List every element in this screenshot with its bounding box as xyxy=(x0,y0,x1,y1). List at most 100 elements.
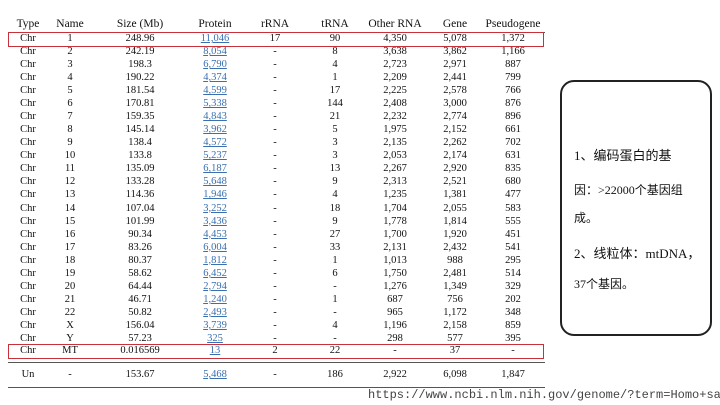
table-cell: Chr xyxy=(20,176,36,188)
table-cell: 80.37 xyxy=(128,254,152,266)
note-line: 37个基因。 xyxy=(574,277,635,291)
table-cell: 19 xyxy=(64,267,76,279)
table-cell: 12 xyxy=(64,176,76,188)
table-cell: 138.4 xyxy=(128,137,152,149)
table-cell: 5 xyxy=(332,124,338,136)
table-cell: 1,975 xyxy=(383,124,407,136)
table-cell: 133.8 xyxy=(128,150,152,162)
table-cell: 4 xyxy=(332,189,338,201)
table-cell: 21 xyxy=(329,111,341,123)
table-cell: 22 xyxy=(329,345,341,356)
table-cell: 7 xyxy=(67,111,73,123)
table-cell: 514 xyxy=(505,267,521,279)
table-cell: 3,436 xyxy=(203,215,227,227)
table-cell: 2,055 xyxy=(443,202,467,214)
table-cell: 5 xyxy=(67,85,73,97)
table-cell: 3,962 xyxy=(203,124,227,136)
table-cell: 190.22 xyxy=(125,72,155,84)
table-cell: Chr xyxy=(20,306,36,318)
table-cell: 90.34 xyxy=(128,228,152,240)
table-cell: - xyxy=(273,137,277,149)
table-cell: 1 xyxy=(332,72,338,84)
table-cell: 2,158 xyxy=(443,319,467,331)
table-cell: 2,922 xyxy=(383,369,407,380)
table-cell: - xyxy=(273,163,277,175)
table-cell: 11 xyxy=(64,163,76,175)
table-cell: Chr xyxy=(20,293,36,305)
table-cell: 896 xyxy=(505,111,521,123)
table-cell: 170.81 xyxy=(125,98,155,110)
table-cell: 2,174 xyxy=(443,150,467,162)
table-cell: 1,750 xyxy=(383,267,407,279)
table-cell: 21 xyxy=(64,293,76,305)
table-cell: 202 xyxy=(505,293,521,305)
table-cell: - xyxy=(273,150,277,162)
table-cell: 451 xyxy=(505,228,521,240)
table-cell: Y xyxy=(66,332,74,344)
highlight-box xyxy=(8,344,544,359)
table-cell: Chr xyxy=(20,85,36,97)
column-header: rRNA xyxy=(260,18,290,30)
table-cell: 2,723 xyxy=(383,59,407,71)
table-cell: 8,054 xyxy=(203,46,227,58)
column-header: Name xyxy=(56,18,84,30)
table-cell: 2,135 xyxy=(383,137,407,149)
table-cell: Chr xyxy=(20,137,36,149)
table-cell: Chr xyxy=(20,254,36,266)
table-cell: 2,481 xyxy=(443,267,467,279)
column-header: Pseudogene xyxy=(485,18,541,30)
table-cell: 6 xyxy=(332,267,338,279)
table-cell: 242.19 xyxy=(125,46,155,58)
table-cell: Chr xyxy=(20,111,36,123)
table-cell: 2,232 xyxy=(383,111,407,123)
table-cell: 4,453 xyxy=(203,228,227,240)
table-cell: 33 xyxy=(329,241,341,253)
table-cell: 15 xyxy=(64,215,76,227)
column-header: Other RNA xyxy=(368,18,422,30)
note-line: 2、线粒体：mtDNA， xyxy=(574,246,701,261)
table-cell: 555 xyxy=(505,215,521,227)
table-cell: 1,013 xyxy=(383,254,407,266)
table-cell: 58.62 xyxy=(128,267,152,279)
table-cell: - xyxy=(273,176,277,188)
table-cell: 5,078 xyxy=(443,33,467,44)
table-bottom-rule xyxy=(8,387,545,388)
table-cell: 6,790 xyxy=(203,59,227,71)
table-cell: 799 xyxy=(505,72,521,84)
table-cell: 4,843 xyxy=(203,111,227,123)
table-cell: 3,638 xyxy=(383,46,407,58)
table-cell: 1,172 xyxy=(443,306,467,318)
table-cell: Un xyxy=(21,369,35,380)
table-cell: 135.09 xyxy=(125,163,155,175)
note-line: 因：>22000个基因组 xyxy=(574,183,683,197)
table-cell: 3,862 xyxy=(443,46,467,58)
table-cell: 1,276 xyxy=(383,280,407,292)
table-cell: 1,778 xyxy=(383,215,407,227)
table-cell: 477 xyxy=(505,189,521,201)
table-cell: 395 xyxy=(505,332,521,344)
table-cell: 2,971 xyxy=(443,59,467,71)
table-cell: 181.54 xyxy=(125,85,155,97)
table-cell: Chr xyxy=(20,46,36,58)
table-cell: 5,237 xyxy=(203,150,227,162)
table-cell: 2,131 xyxy=(383,241,407,253)
table-cell: Chr xyxy=(20,280,36,292)
table-cell: 90 xyxy=(329,33,341,44)
table-cell: 9 xyxy=(332,215,338,227)
table-cell: - xyxy=(273,85,277,97)
table-cell: 295 xyxy=(505,254,521,266)
table-cell: 4,350 xyxy=(383,33,407,44)
table-cell: - xyxy=(333,332,337,344)
table-cell: 64.44 xyxy=(128,280,152,292)
table-cell: 6,098 xyxy=(443,369,467,380)
table-cell: - xyxy=(333,280,337,292)
table-cell: 6 xyxy=(67,98,73,110)
table-cell: 153.67 xyxy=(125,369,155,380)
table-cell: - xyxy=(273,59,277,71)
column-header: Gene xyxy=(442,18,468,30)
table-cell: 6,187 xyxy=(203,163,227,175)
column-header: Type xyxy=(16,18,40,30)
table-cell: 887 xyxy=(505,59,521,71)
table-cell: 145.14 xyxy=(125,124,155,136)
table-cell: 541 xyxy=(505,241,521,253)
